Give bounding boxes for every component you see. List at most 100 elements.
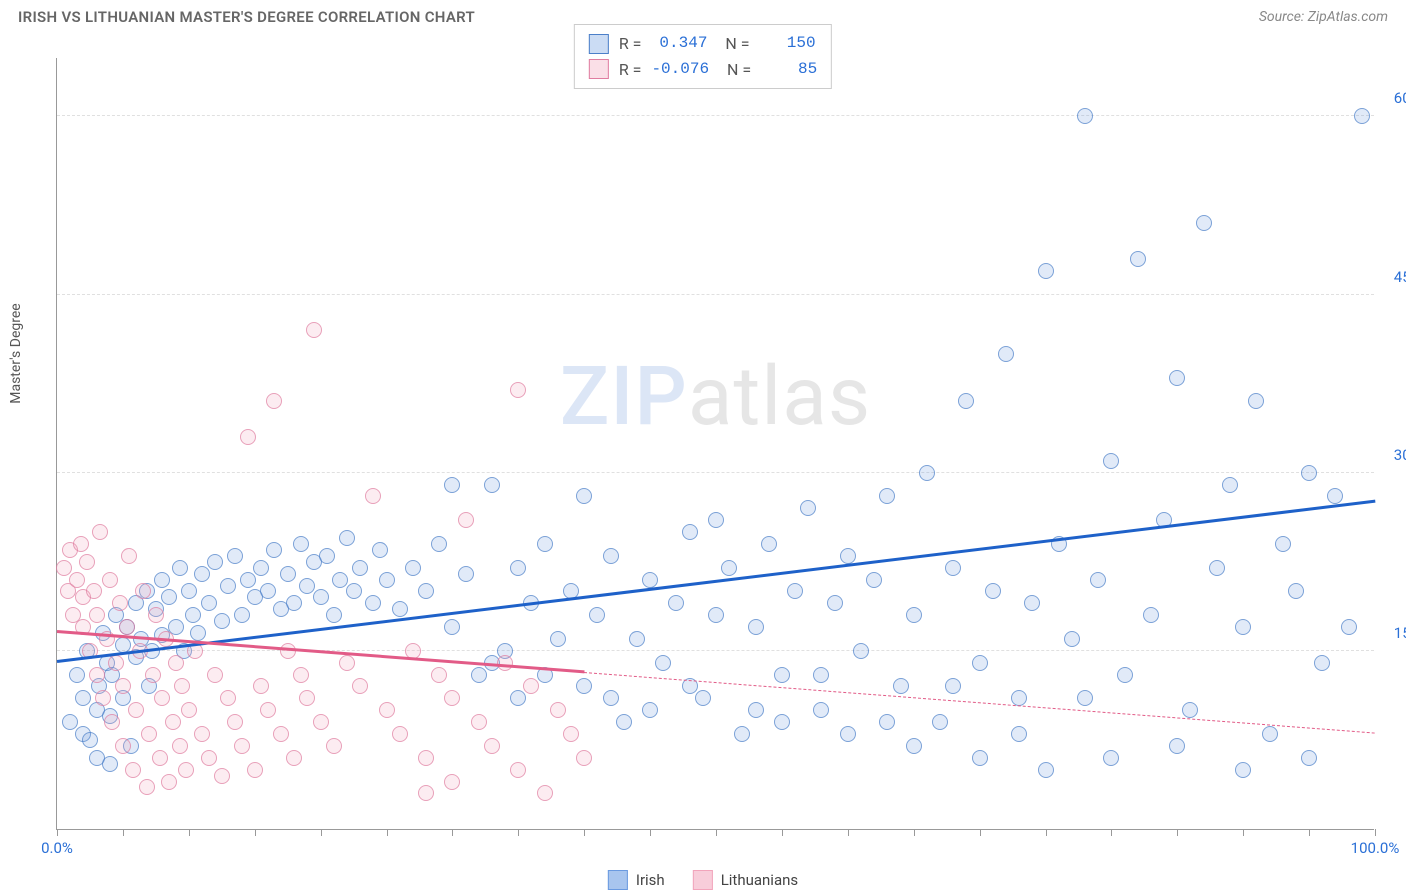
data-point [1182,702,1198,718]
x-tick [584,829,585,836]
data-point [253,678,269,694]
data-point [1196,215,1212,231]
data-point [128,702,144,718]
data-point [299,578,315,594]
data-point [1011,726,1027,742]
data-point [945,678,961,694]
x-tick [321,829,322,836]
data-point [75,690,91,706]
data-point [1288,583,1304,599]
legend-n-value: 150 [760,31,816,57]
data-point [190,625,206,641]
data-point [840,726,856,742]
data-point [214,768,230,784]
data-point [761,536,777,552]
watermark-zip: ZIP [560,349,688,445]
data-point [194,566,210,582]
x-tick [255,829,256,836]
data-point [589,607,605,623]
legend-item: Irish [608,870,665,890]
data-point [787,583,803,599]
data-point [207,554,223,570]
data-point [1077,690,1093,706]
data-point [313,714,329,730]
x-tick [716,829,717,836]
data-point [372,542,388,558]
data-point [603,548,619,564]
data-point [1209,560,1225,576]
data-point [523,678,539,694]
data-point [69,572,85,588]
legend-swatch [693,870,713,890]
data-point [1103,453,1119,469]
data-point [165,714,181,730]
data-point [306,322,322,338]
data-point [207,667,223,683]
data-point [853,643,869,659]
data-point [919,465,935,481]
data-point [1222,477,1238,493]
data-point [576,750,592,766]
legend-r-label: R = [619,31,642,57]
data-point [174,678,190,694]
data-point [537,785,553,801]
y-tick-label: 45.0% [1378,268,1406,286]
data-point [273,726,289,742]
data-point [510,762,526,778]
data-point [418,785,434,801]
data-point [108,655,124,671]
data-point [550,631,566,647]
data-point [293,667,309,683]
data-point [576,488,592,504]
x-tick [123,829,124,836]
x-tick [848,829,849,836]
x-tick [1177,829,1178,836]
data-point [774,714,790,730]
data-point [510,560,526,576]
legend-r-label: R = [619,57,642,83]
data-point [154,690,170,706]
x-tick [518,829,519,836]
data-point [418,750,434,766]
data-point [972,655,988,671]
data-point [392,726,408,742]
x-tick [1375,829,1376,836]
data-point [1354,108,1370,124]
data-point [958,393,974,409]
data-point [800,500,816,516]
data-point [181,583,197,599]
watermark: ZIPatlas [560,349,871,445]
data-point [1024,595,1040,611]
data-point [418,583,434,599]
data-point [879,714,895,730]
data-point [1038,762,1054,778]
data-point [141,726,157,742]
legend-n-label: N = [717,31,749,57]
data-point [161,774,177,790]
data-point [932,714,948,730]
data-point [484,738,500,754]
data-point [266,393,282,409]
x-tick [1046,829,1047,836]
data-point [220,578,236,594]
data-point [603,690,619,706]
gridline [57,472,1374,473]
gridline [57,294,1374,295]
data-point [240,572,256,588]
x-tick-label: 0.0% [41,839,73,857]
data-point [510,690,526,706]
data-point [339,530,355,546]
x-tick [1309,829,1310,836]
data-point [471,667,487,683]
x-tick [650,829,651,836]
gridline [57,650,1374,651]
data-point [266,542,282,558]
data-point [346,583,362,599]
data-point [1301,750,1317,766]
data-point [748,619,764,635]
data-point [866,572,882,588]
data-point [405,560,421,576]
data-point [563,726,579,742]
data-point [840,548,856,564]
data-point [365,595,381,611]
